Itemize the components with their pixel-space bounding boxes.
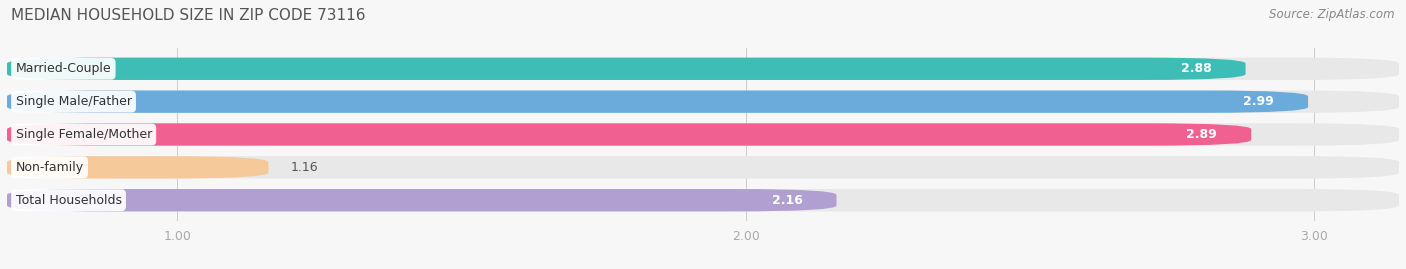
FancyBboxPatch shape [7,189,837,211]
FancyBboxPatch shape [7,58,1399,80]
Text: Source: ZipAtlas.com: Source: ZipAtlas.com [1270,8,1395,21]
Text: 2.99: 2.99 [1243,95,1274,108]
Text: MEDIAN HOUSEHOLD SIZE IN ZIP CODE 73116: MEDIAN HOUSEHOLD SIZE IN ZIP CODE 73116 [11,8,366,23]
Text: 2.89: 2.89 [1187,128,1218,141]
Text: Total Households: Total Households [15,194,121,207]
Text: 1.16: 1.16 [291,161,319,174]
FancyBboxPatch shape [7,156,269,179]
FancyBboxPatch shape [7,58,1246,80]
FancyBboxPatch shape [7,123,1251,146]
Text: Single Female/Mother: Single Female/Mother [15,128,152,141]
FancyBboxPatch shape [7,156,1399,179]
Text: Non-family: Non-family [15,161,84,174]
FancyBboxPatch shape [7,90,1308,113]
Text: Single Male/Father: Single Male/Father [15,95,132,108]
FancyBboxPatch shape [7,123,1399,146]
FancyBboxPatch shape [7,189,1399,211]
Text: 2.88: 2.88 [1181,62,1212,75]
Text: 2.16: 2.16 [772,194,803,207]
FancyBboxPatch shape [7,90,1399,113]
Text: Married-Couple: Married-Couple [15,62,111,75]
